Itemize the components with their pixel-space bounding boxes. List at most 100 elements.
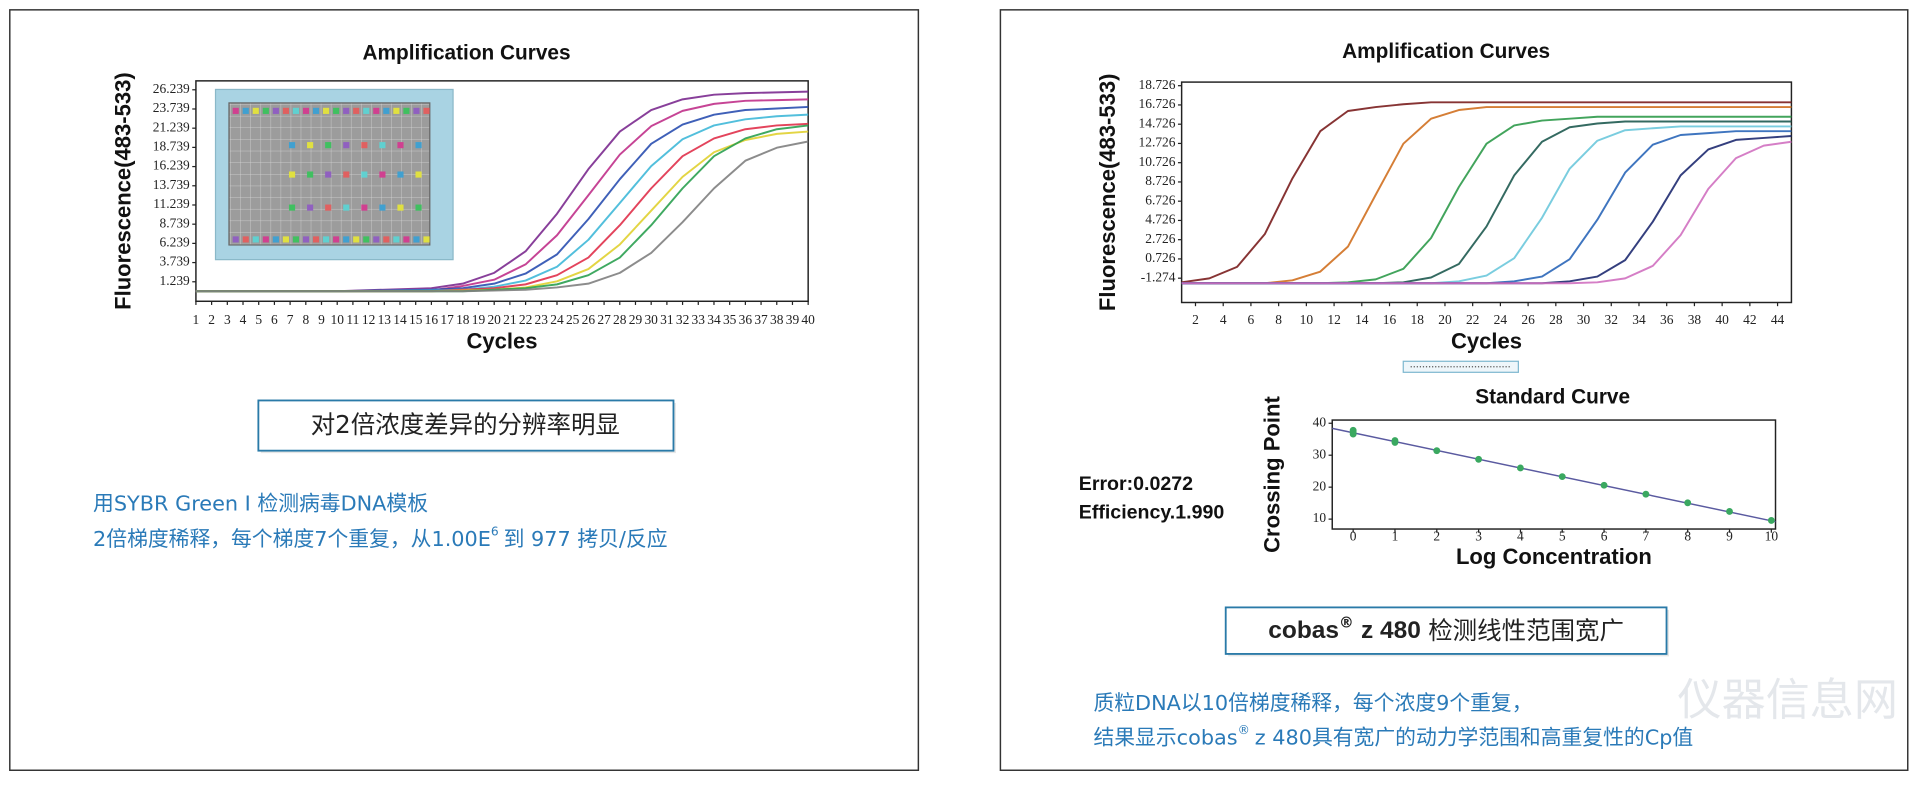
right-panel: [999, 9, 1909, 771]
x-tick-label: 28: [613, 312, 627, 327]
y-axis-label: Fluorescence(483-533): [111, 72, 136, 310]
x-tick-label: 40: [801, 312, 815, 327]
plate-well: [343, 142, 350, 149]
x-tick-label: 1: [1392, 529, 1399, 544]
plate-well: [282, 107, 289, 114]
plate-well: [343, 171, 350, 178]
x-tick-label: 21: [503, 312, 516, 327]
y-tick-label: 18.739: [153, 138, 190, 153]
x-tick-label: 23: [535, 312, 549, 327]
plate-well: [361, 142, 368, 149]
plate-well: [333, 236, 340, 243]
note-text: 到 977 拷贝/反应: [504, 527, 668, 551]
data-point: [1433, 447, 1441, 455]
plate-well: [302, 107, 310, 114]
x-tick-label: 9: [1726, 529, 1733, 544]
plate-well: [403, 236, 410, 243]
x-tick-label: 20: [487, 312, 501, 327]
plate-well: [403, 107, 410, 114]
plate-well: [415, 204, 422, 211]
x-tick-label: 26: [1521, 312, 1535, 327]
plate-well: [242, 107, 249, 114]
efficiency-stat: Efficiency.1.990: [1079, 501, 1225, 523]
plate-well: [379, 142, 386, 149]
x-tick-label: 20: [1438, 312, 1452, 327]
plate-well: [272, 107, 279, 114]
x-tick-label: 4: [1220, 312, 1227, 327]
plate-well: [373, 236, 380, 243]
caption: cobas® z 480 检测线性范围宽广: [1268, 614, 1624, 645]
plate-well: [262, 107, 269, 114]
y-tick-label: 0.726: [1145, 250, 1176, 265]
plate-well: [292, 236, 300, 243]
y-axis-label: Fluorescence(483-533): [1095, 74, 1120, 312]
x-tick-label: 10: [330, 312, 344, 327]
x-tick-label: 0: [1350, 529, 1357, 544]
plate-well: [272, 236, 279, 243]
y-tick-label: 1.239: [160, 273, 191, 288]
y-tick-label: 10.726: [1139, 154, 1176, 169]
x-tick-label: 36: [1660, 312, 1674, 327]
y-tick-label: 18.726: [1139, 77, 1176, 92]
x-tick-label: 8: [1275, 312, 1282, 327]
plate-well: [252, 107, 259, 114]
x-tick-label: 10: [1300, 312, 1314, 327]
chart-title: Amplification Curves: [1342, 40, 1550, 63]
x-tick-label: 5: [255, 312, 262, 327]
y-tick-label: 6.726: [1145, 192, 1176, 207]
x-tick-label: 44: [1771, 312, 1785, 327]
data-point: [1391, 437, 1399, 444]
note-text: 2倍梯度稀释，每个梯度7个重复，从1.00E: [93, 527, 491, 551]
plate-well: [292, 107, 300, 114]
plate-well: [363, 107, 370, 114]
plate-well: [361, 171, 368, 178]
data-point: [1600, 481, 1608, 489]
plate-well: [232, 236, 239, 243]
superscript: ®: [1238, 722, 1250, 736]
plate-well: [323, 107, 330, 114]
x-tick-label: 6: [271, 312, 278, 327]
plate-well: [423, 236, 430, 243]
data-point: [1684, 499, 1692, 507]
data-point: [1726, 508, 1733, 515]
x-tick-label: 42: [1743, 312, 1756, 327]
plate-well: [325, 204, 332, 211]
chart-title: Amplification Curves: [363, 41, 571, 64]
x-tick-label: 6: [1601, 529, 1608, 544]
x-tick-label: 14: [393, 312, 407, 327]
plate-inset: [214, 88, 454, 261]
plate-well: [383, 236, 390, 243]
x-tick-label: 12: [1327, 312, 1340, 327]
plate-well: [353, 107, 360, 114]
x-tick-label: 29: [629, 312, 643, 327]
amplification-curve: [1181, 140, 1792, 285]
x-tick-label: 24: [550, 312, 564, 327]
plate-well: [307, 142, 314, 149]
x-tick-label: 15: [409, 312, 423, 327]
y-tick-label: 10: [1313, 510, 1327, 525]
plate-well: [361, 204, 368, 211]
plate-well: [232, 107, 239, 114]
x-tick-label: 10: [1765, 529, 1779, 544]
plate-well: [325, 171, 332, 178]
y-tick-label: -1.274: [1141, 269, 1176, 284]
plate-well: [415, 171, 422, 178]
x-tick-label: 28: [1549, 312, 1563, 327]
caption-text: 检测线性范围宽广: [1428, 616, 1624, 645]
y-tick-label: 12.726: [1139, 135, 1176, 150]
y-tick-label: 8.739: [160, 215, 191, 230]
x-tick-label: 6: [1248, 312, 1255, 327]
plate-well: [333, 107, 340, 114]
plate-well: [288, 142, 296, 149]
data-point: [1558, 473, 1566, 481]
plate-well: [393, 236, 400, 243]
brand: cobas: [1268, 617, 1339, 644]
y-tick-label: 20: [1313, 478, 1327, 493]
plate-well: [413, 236, 420, 243]
y-tick-label: 3.739: [160, 254, 191, 269]
data-point: [1642, 490, 1650, 498]
data-point: [1475, 455, 1483, 463]
plate-wells: [232, 107, 430, 243]
plate-well: [282, 236, 289, 243]
